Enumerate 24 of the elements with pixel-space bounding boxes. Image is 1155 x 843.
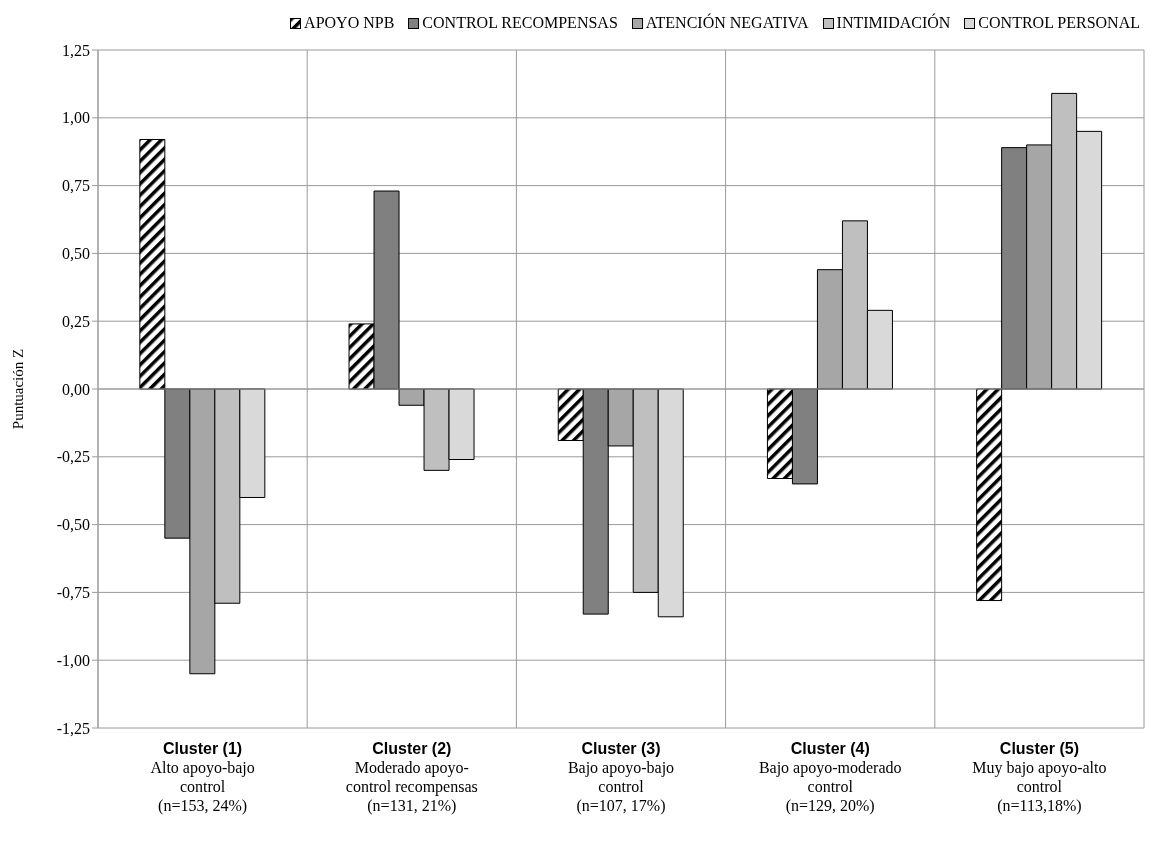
y-tick-label: -0,75 — [56, 584, 90, 602]
y-tick-label: -1,25 — [56, 719, 90, 737]
legend-label: APOYO NPB — [304, 14, 395, 32]
legend-label: INTIMIDACIÓN — [836, 14, 951, 32]
y-tick-label: -0,25 — [56, 448, 90, 466]
y-tick-label: 0,75 — [62, 177, 90, 195]
y-axis-title: Puntuación Z — [10, 348, 27, 430]
y-tick-label: 0,25 — [62, 312, 90, 330]
x-tick-label: Cluster (4) Bajo apoyo-moderado control (n=129, 20%) — [758, 740, 902, 815]
legend-label: CONTROL RECOMPENSAS — [422, 14, 618, 32]
bar — [976, 388, 1003, 602]
x-tick-label: Cluster (1) Alto apoyo-bajo control (n=153, 24%) — [150, 740, 255, 815]
bar — [139, 139, 166, 390]
legend-label: ATENCIÓN NEGATIVA — [645, 14, 809, 32]
x-tick-label: Cluster (5) Muy bajo apoyo-alto control (n=113,18%) — [972, 740, 1107, 815]
x-tick-label: Cluster (2) Moderado apoyo- control recompensas (n=131, 21%) — [345, 740, 478, 815]
y-tick-label: 0,50 — [62, 245, 90, 263]
y-tick-label: -0,50 — [56, 516, 90, 534]
y-tick-label: 1,00 — [62, 109, 90, 127]
x-tick-label: Cluster (3) Bajo apoyo-bajo control (n=107, 17%) — [567, 740, 675, 815]
y-tick-label: 1,25 — [62, 41, 90, 59]
legend-label: CONTROL PERSONAL — [978, 14, 1140, 32]
y-tick-label: -1,00 — [56, 651, 90, 669]
y-tick-label: 0,00 — [62, 380, 90, 398]
